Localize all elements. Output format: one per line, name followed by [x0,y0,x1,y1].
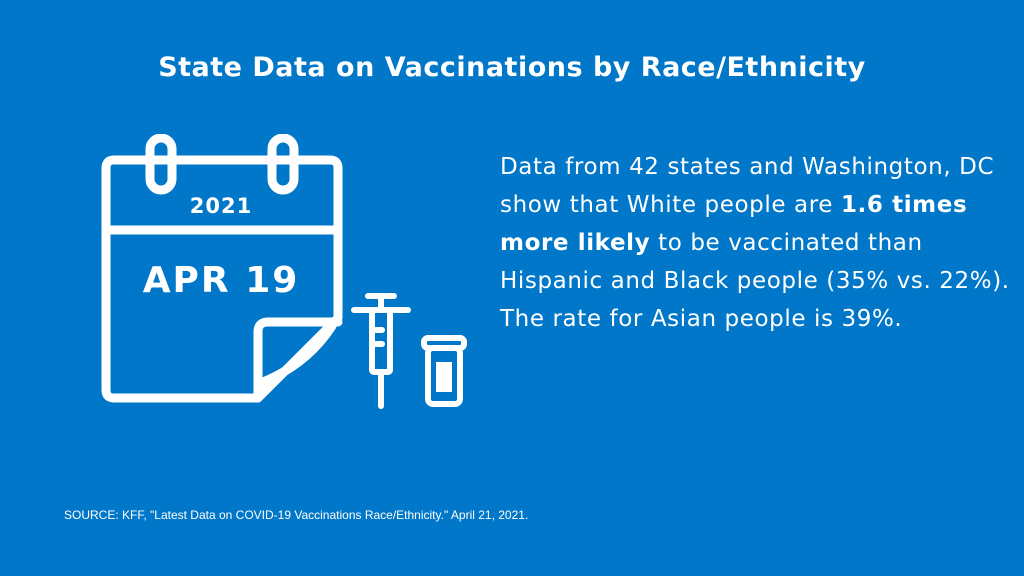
calendar-date: APR 19 [142,260,300,301]
body-text-part1: Data from 42 states and Washington, DC s… [500,154,995,218]
source-note: SOURCE: KFF, "Latest Data on COVID-19 Va… [64,508,529,522]
calendar-icon [101,134,343,403]
body-text: Data from 42 states and Washington, DC s… [500,148,1015,338]
page-title: State Data on Vaccinations by Race/Ethni… [158,52,866,83]
illustration [101,134,467,409]
vaccine-vial-icon [421,335,467,407]
calendar-year: 2021 [189,194,253,218]
body-text-emphasis: 1.6 times more likely [500,192,968,256]
body-text-part2: to be vaccinated than Hispanic and Black… [500,230,1010,332]
syringe-icon [351,293,411,409]
